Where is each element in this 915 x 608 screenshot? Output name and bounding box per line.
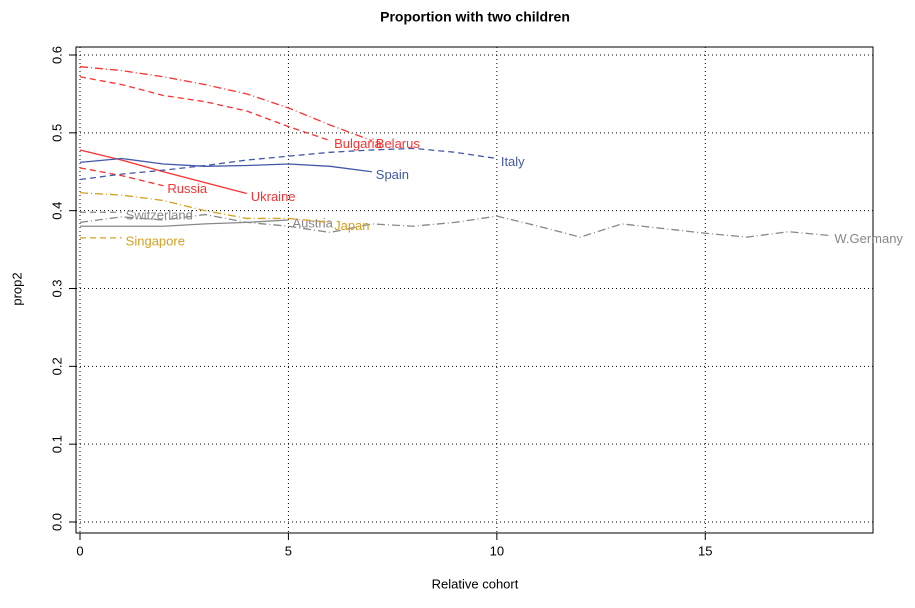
y-tick-label: 0.3 bbox=[49, 279, 64, 297]
series-label: Singapore bbox=[126, 233, 185, 248]
series-label: Bulgaria bbox=[334, 136, 382, 151]
line bbox=[79, 167, 164, 187]
line bbox=[79, 157, 372, 173]
y-axis-label: prop2 bbox=[9, 272, 24, 305]
y-tick-label: 0.2 bbox=[49, 357, 64, 375]
series-label: Switzerland bbox=[126, 208, 193, 223]
y-tick-label: 0.1 bbox=[49, 435, 64, 453]
series-label: Belarus bbox=[376, 136, 421, 151]
y-tick-label: 0.6 bbox=[49, 46, 64, 64]
line bbox=[80, 219, 289, 227]
series-label: Ukraine bbox=[251, 189, 296, 204]
series-label: Japan bbox=[334, 218, 369, 233]
line bbox=[79, 66, 373, 142]
plot-frame bbox=[75, 46, 874, 534]
x-tick-label: 0 bbox=[76, 543, 83, 558]
x-tick-label: 15 bbox=[698, 543, 712, 558]
y-tick-label: 0.4 bbox=[49, 202, 64, 220]
y-tick-label: 0.0 bbox=[49, 513, 64, 531]
chart-title: Proportion with two children bbox=[380, 9, 570, 25]
x-axis-label: Relative cohort bbox=[432, 576, 519, 591]
line bbox=[79, 76, 331, 142]
x-tick-label: 5 bbox=[285, 543, 292, 558]
series-label: Italy bbox=[501, 154, 525, 169]
line bbox=[79, 213, 831, 238]
series-label: Austria bbox=[292, 215, 333, 230]
series-label: W.Germany bbox=[834, 231, 903, 246]
x-tick-label: 10 bbox=[490, 543, 504, 558]
line bbox=[79, 192, 331, 223]
series-label: Russia bbox=[167, 181, 208, 196]
series-label: Spain bbox=[376, 167, 409, 182]
line bbox=[79, 149, 247, 195]
y-tick-label: 0.5 bbox=[49, 124, 64, 142]
